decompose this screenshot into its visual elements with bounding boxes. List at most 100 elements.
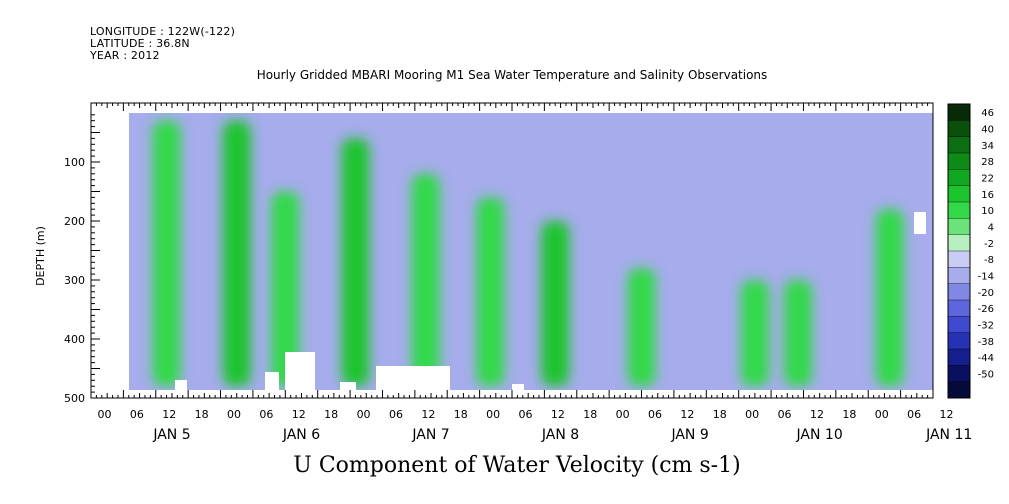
colorbar-swatch <box>948 332 970 350</box>
heatmap-band-10 <box>875 209 904 387</box>
y-axis-label: DEPTH (m) <box>34 226 47 286</box>
no-data-area-5 <box>512 384 524 390</box>
heatmap-band-9 <box>784 280 813 387</box>
colorbar-label: 46 <box>981 108 994 119</box>
no-data-area-6 <box>914 212 926 234</box>
colorbar-label: 40 <box>981 125 994 136</box>
no-data-area-0 <box>175 380 187 390</box>
x-hour-label: 18 <box>454 408 468 421</box>
heatmap-field <box>129 113 933 390</box>
colorbar-swatch <box>948 234 970 252</box>
x-hour-label: 00 <box>875 408 889 421</box>
colorbar-label: 10 <box>981 206 994 217</box>
y-tick-label: 200 <box>64 215 85 228</box>
colorbar-label: -32 <box>978 321 994 332</box>
heatmap-band-4 <box>411 173 440 387</box>
colorbar-label: -26 <box>978 304 994 315</box>
x-hour-label: 06 <box>907 408 921 421</box>
x-hour-label: 06 <box>778 408 792 421</box>
colorbar-swatch <box>948 202 970 219</box>
colorbar-swatch <box>948 169 970 187</box>
colorbar-swatch <box>948 185 970 203</box>
colorbar-swatch <box>948 365 970 383</box>
colorbar-label: -2 <box>984 239 994 250</box>
colorbar-label: 34 <box>981 141 994 152</box>
x-hour-label: 12 <box>162 408 176 421</box>
x-hour-label: 12 <box>939 408 953 421</box>
colorbar-swatch <box>948 300 970 317</box>
y-tick-label: 500 <box>64 392 85 405</box>
x-hour-label: 00 <box>357 408 371 421</box>
y-tick-label: 400 <box>64 333 85 346</box>
heatmap-band-8 <box>740 280 769 387</box>
y-tick-label: 100 <box>64 156 85 169</box>
x-day-label: JAN 8 <box>541 427 579 443</box>
x-hour-label: 12 <box>680 408 694 421</box>
colorbar-label: -20 <box>978 288 994 299</box>
x-day-label: JAN 6 <box>282 427 320 443</box>
colorbar-label: -44 <box>978 353 994 364</box>
colorbar-swatch <box>948 381 970 399</box>
no-data-area-2 <box>285 352 315 390</box>
colorbar-label: -50 <box>978 370 994 381</box>
x-day-label: JAN 10 <box>796 427 843 443</box>
x-hour-label: 06 <box>130 408 144 421</box>
x-hour-label: 12 <box>421 408 435 421</box>
heatmap-band-6 <box>541 221 570 387</box>
colorbar-swatch <box>948 283 970 301</box>
x-hour-label: 00 <box>227 408 241 421</box>
x-day-label: JAN 11 <box>925 427 972 443</box>
latitude-label: LATITUDE : 36.8N <box>90 37 190 50</box>
colorbar-swatch <box>948 218 970 236</box>
x-hour-label: 18 <box>583 408 597 421</box>
year-label: YEAR : 2012 <box>90 49 160 62</box>
y-tick-label: 300 <box>64 274 85 287</box>
x-hour-label: 06 <box>518 408 532 421</box>
colorbar-swatch <box>948 120 970 138</box>
x-hour-label: 06 <box>389 408 403 421</box>
no-data-area-3 <box>340 382 356 390</box>
heatmap-band-3 <box>341 138 370 387</box>
colorbar-label: -14 <box>978 272 994 283</box>
colorbar-label: 22 <box>981 174 994 185</box>
heatmap-band-2 <box>271 191 300 387</box>
x-day-label: JAN 7 <box>411 427 449 443</box>
x-hour-label: 12 <box>551 408 565 421</box>
x-hour-label: 00 <box>616 408 630 421</box>
no-data-area-1 <box>265 372 279 390</box>
x-hour-label: 06 <box>648 408 662 421</box>
x-hour-label: 18 <box>195 408 209 421</box>
x-hour-label: 00 <box>97 408 111 421</box>
heatmap-band-0 <box>152 120 181 387</box>
colorbar-label: -8 <box>984 255 994 266</box>
no-data-areas <box>175 212 926 390</box>
colorbar-swatch <box>948 104 970 121</box>
heatmap-band-5 <box>476 197 505 387</box>
x-hour-label: 06 <box>259 408 273 421</box>
heatmap-band-1 <box>222 120 251 387</box>
colorbar-swatch <box>948 153 970 170</box>
x-hour-label: 00 <box>486 408 500 421</box>
x-hour-label: 18 <box>324 408 338 421</box>
x-day-label: JAN 9 <box>670 427 708 443</box>
colorbar-label: 4 <box>988 223 994 234</box>
colorbar-swatch <box>948 316 970 334</box>
heatmap-band-7 <box>627 268 656 387</box>
y-axis: 100 200 300 400 500 <box>64 114 100 405</box>
longitude-label: LONGITUDE : 122W(-122) <box>90 25 236 38</box>
x-axis-label: U Component of Water Velocity (cm s-1) <box>293 453 741 478</box>
x-day-label: JAN 5 <box>152 427 190 443</box>
colorbar-label: 28 <box>981 157 994 168</box>
x-hour-label: 00 <box>745 408 759 421</box>
colorbar-swatch <box>948 136 970 154</box>
x-hour-label: 12 <box>292 408 306 421</box>
x-axis: 00 06 12 18 00 06 12 18 00 06 12 18 00 06 12 18 00 06 12 18… <box>90 103 972 443</box>
x-hour-label: 18 <box>713 408 727 421</box>
x-hour-label: 18 <box>842 408 856 421</box>
x-hour-label: 12 <box>810 408 824 421</box>
colorbar-swatch <box>948 267 970 285</box>
colorbar: 46 40 34 28 22 16 10 4 -2 -8 -14 -20 -26 -32 -38 -44 -50 <box>947 103 994 399</box>
colorbar-swatch <box>948 251 970 268</box>
no-data-area-4 <box>376 366 450 390</box>
